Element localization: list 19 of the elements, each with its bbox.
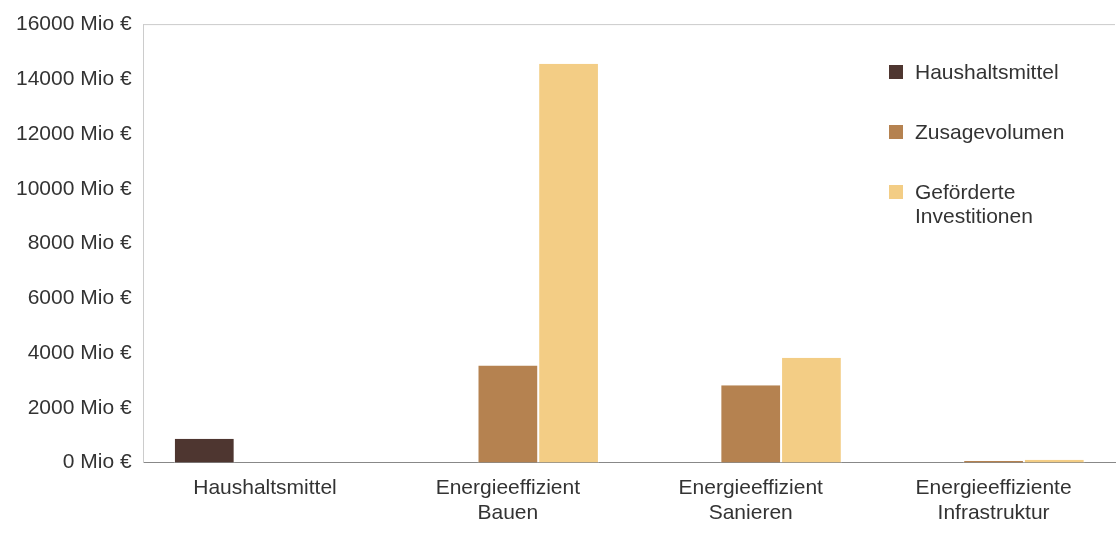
category-label: Sanieren — [708, 500, 793, 524]
y-tick-label: 16000 Mio € — [15, 11, 132, 35]
legend-label: Haushaltsmittel — [915, 60, 1059, 84]
category-label: Energieeffizient — [678, 475, 823, 498]
category-label: Energieeffiziente — [915, 475, 1072, 498]
y-tick-label: 6000 Mio € — [27, 285, 132, 309]
y-tick-label: 4000 Mio € — [27, 339, 132, 363]
y-tick-label: 12000 Mio € — [15, 120, 132, 144]
y-tick-label: 8000 Mio € — [27, 230, 132, 254]
y-tick-label: 2000 Mio € — [27, 394, 132, 418]
legend-label: Geförderte Investitionen — [915, 180, 1034, 228]
y-tick-label: 0 Mio € — [62, 449, 132, 473]
category-label: Bauen — [477, 500, 539, 524]
category-label: Energieeffizient — [435, 475, 581, 498]
y-tick-label: 14000 Mio € — [15, 66, 132, 90]
category-label: Infrastruktur — [937, 500, 1050, 524]
y-tick-label: 10000 Mio € — [15, 175, 132, 199]
legend-label: Zusagevolumen — [915, 120, 1065, 144]
category-label: Haushaltsmittel — [193, 475, 337, 498]
